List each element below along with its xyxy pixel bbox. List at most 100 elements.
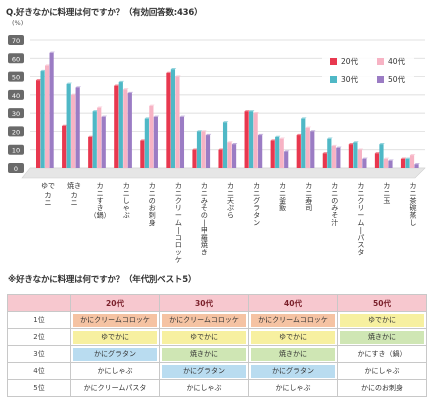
bar-40代 — [357, 149, 362, 168]
x-category-label: カ — [227, 182, 234, 190]
table-cell: かにグラタン — [248, 362, 338, 380]
x-category-label: タ — [253, 211, 260, 220]
x-category-label: 天 — [227, 197, 234, 205]
bar-top — [92, 110, 99, 112]
x-category-label: カ — [331, 182, 338, 190]
y-tick-badge — [8, 163, 24, 173]
table-cell-text: ゆでかに — [162, 330, 246, 344]
bar-50代 — [388, 160, 393, 168]
y-tick-badge — [8, 108, 24, 119]
bar-20代 — [374, 153, 380, 168]
x-category-label: グ — [253, 196, 260, 205]
bar-50代 — [414, 164, 419, 168]
y-tick-label: 0 — [14, 165, 18, 173]
y-tick-badge — [8, 126, 24, 137]
x-category-label: リ — [175, 204, 182, 212]
x-category-label: 飯 — [279, 203, 286, 212]
x-category-label: カ — [45, 192, 52, 200]
bar-20代 — [348, 144, 353, 168]
bar-30代 — [353, 142, 358, 168]
x-category-label: ニ — [279, 189, 286, 197]
y-tick-label: 20 — [12, 128, 20, 136]
x-category-label: ニ — [97, 189, 104, 197]
bar-top — [244, 110, 250, 112]
x-category-label: 甲 — [201, 226, 208, 234]
table-header-20s: 20代 — [70, 294, 160, 312]
table-cell-text: かにすき（鍋） — [357, 349, 407, 358]
bar-40代 — [305, 127, 310, 168]
x-category-label: パ — [357, 234, 364, 242]
bar-top — [400, 157, 407, 159]
table-cell: かにクリームパスタ — [70, 379, 160, 397]
bar-50代 — [153, 116, 158, 168]
table-cell: かにクリームコロッケ — [70, 311, 160, 329]
x-category-label: み — [201, 197, 208, 205]
bar-40代 — [149, 105, 154, 168]
x-category-label: 羅 — [201, 234, 208, 242]
table-cell-text: かにしゃぶ — [275, 383, 311, 392]
table-cell-text: かにしゃぶ — [186, 383, 222, 392]
legend-label-20代: 20代 — [341, 56, 359, 66]
y-tick-label: 40 — [12, 92, 20, 100]
bar-top — [405, 157, 411, 159]
x-category-label: ニ — [409, 189, 416, 197]
table-cell: ゆでかに — [70, 328, 160, 346]
legend-label-30代: 30代 — [341, 74, 359, 84]
x-category-label: 司 — [305, 204, 312, 212]
bar-top — [114, 84, 120, 86]
table-cell: かにのお刺身 — [337, 379, 427, 397]
bar-40代 — [123, 89, 128, 168]
bar-40代 — [227, 142, 232, 168]
table-cell: かにグラタン — [70, 345, 160, 363]
bar-20代 — [140, 140, 145, 168]
bar-top — [249, 110, 255, 112]
y-tick-label: 70 — [12, 37, 20, 45]
bar-top — [196, 130, 203, 132]
x-category-label: の — [331, 197, 338, 205]
y-tick-badge — [8, 53, 24, 64]
x-category-label: し — [409, 219, 416, 227]
table-cell-text: かにグラタン — [73, 347, 157, 361]
table-row: 4位 かにしゃぶ かにグラタン かにグラタン かにしゃぶ — [7, 362, 427, 380]
table-cell-text: 焼きかに — [251, 347, 335, 361]
bar-40代 — [71, 94, 76, 168]
bar-50代 — [362, 158, 367, 168]
y-tick-label: 50 — [12, 74, 20, 82]
x-category-label: ニ — [45, 199, 52, 207]
x-category-label: カ — [279, 182, 286, 190]
x-category-label: し — [123, 197, 130, 205]
x-category-label: そ — [201, 204, 208, 212]
table-cell: かにクリームコロッケ — [248, 311, 338, 329]
rank-label: 1位 — [7, 311, 71, 329]
x-category-label: ク — [175, 197, 182, 205]
table-cell-text: 焼きかに — [162, 347, 246, 361]
chart-title: Q.好きなかに料理は何ですか？（有効回答数:436） — [6, 8, 203, 18]
bar-top — [362, 157, 368, 159]
bar-top — [62, 124, 68, 126]
bar-top — [123, 88, 129, 90]
bar-30代 — [222, 122, 228, 168]
table-title: ※好きなかに料理は何ですか？（年代別ベスト5） — [8, 275, 197, 285]
y-tick-badge — [8, 144, 24, 155]
x-category-label: 寿 — [305, 196, 312, 205]
table-header-30s: 30代 — [159, 294, 249, 312]
x-category-label: ゆで — [41, 182, 55, 190]
table-header-50s: 50代 — [337, 294, 427, 312]
x-category-label: ス — [357, 241, 364, 249]
x-category-label: ー — [175, 212, 182, 220]
bar-20代 — [270, 140, 275, 168]
bar-top — [296, 133, 303, 136]
bar-50代 — [49, 52, 54, 168]
table-cell: ゆでかに — [337, 311, 427, 329]
table-cell: 焼きかに — [337, 328, 427, 346]
bar-20代 — [296, 135, 301, 168]
table-cell-text: かにグラタン — [162, 364, 246, 378]
x-category-label: カ — [201, 182, 208, 190]
bar-top — [179, 115, 186, 117]
x-category-label: ニ — [331, 189, 338, 197]
y-axis-unit-label: (%) — [12, 19, 23, 27]
bar-40代 — [97, 107, 102, 168]
bar-top — [45, 64, 51, 66]
bar-20代 — [166, 72, 171, 168]
table-row: 1位 かにクリームコロッケ かにクリームコロッケ かにクリームコロッケ ゆでかに — [7, 311, 427, 329]
